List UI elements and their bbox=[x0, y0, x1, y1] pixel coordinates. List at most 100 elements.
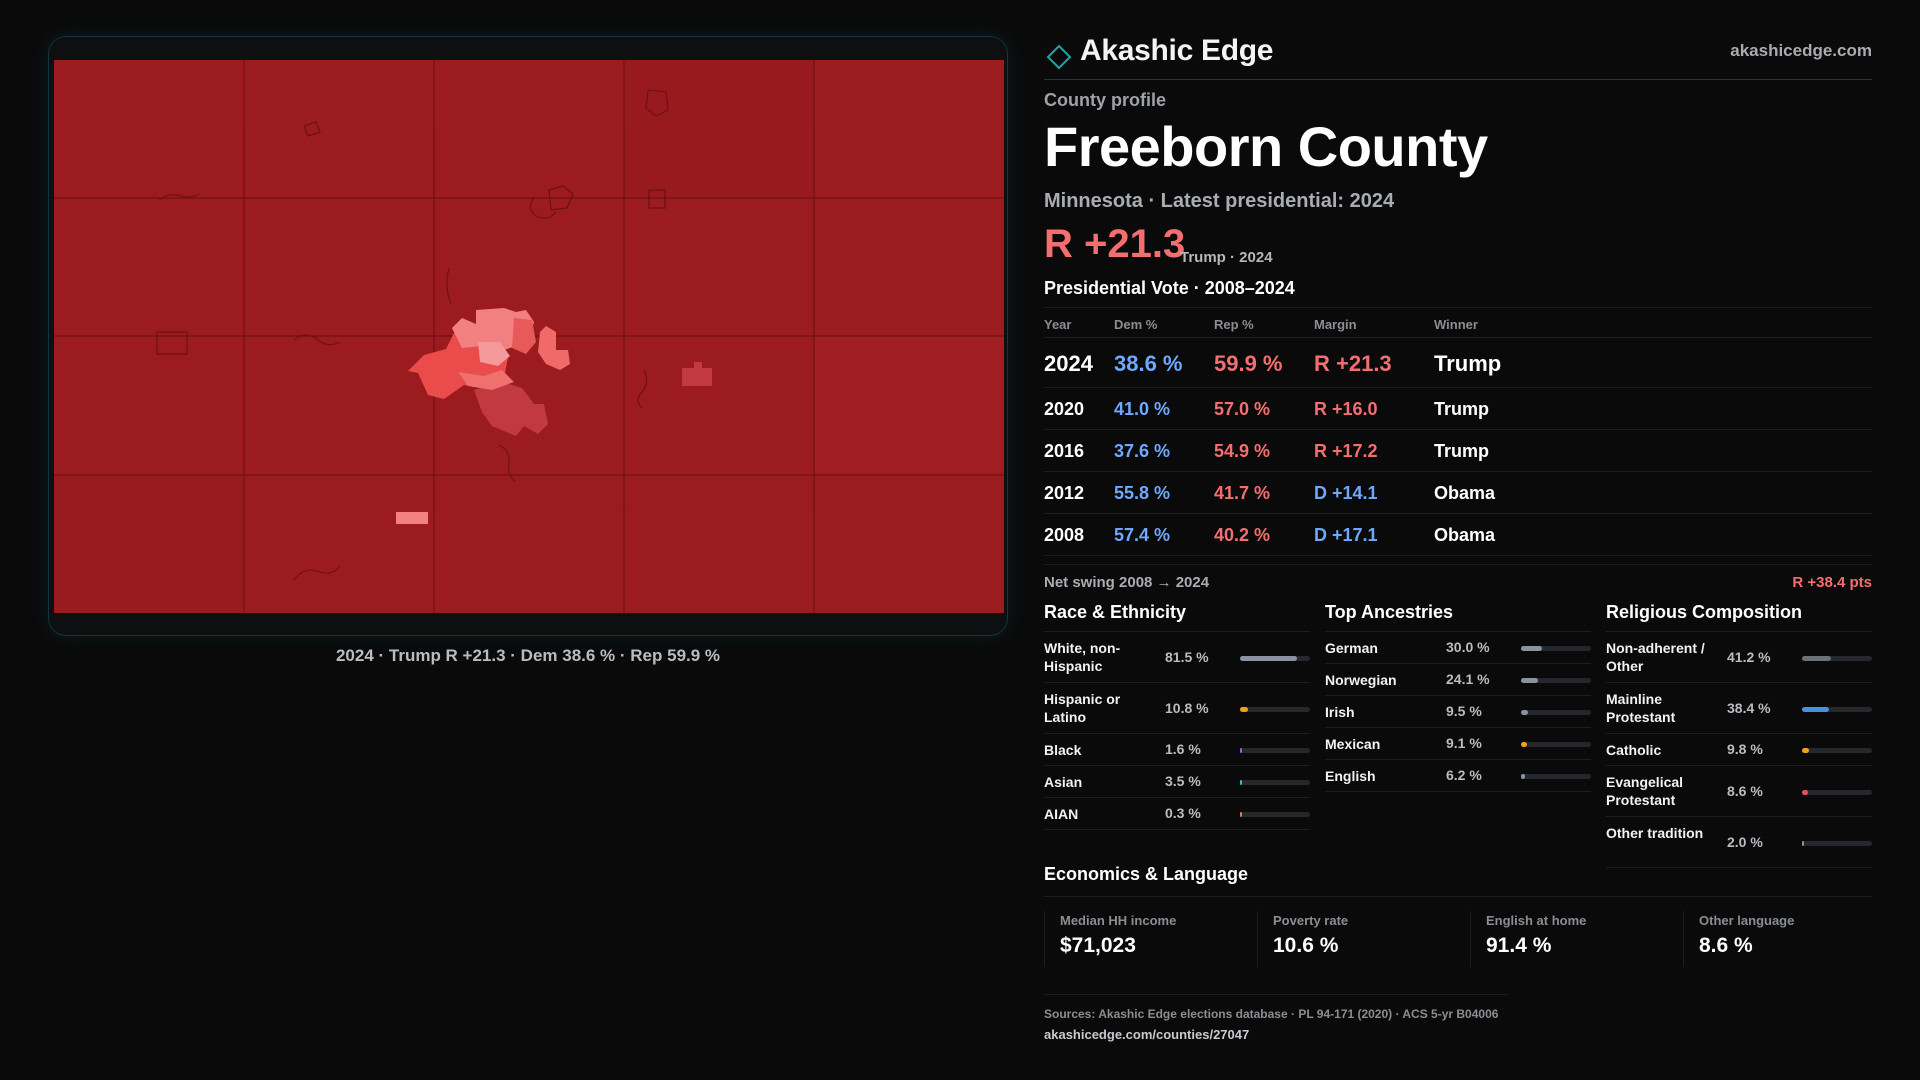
vote-winner: Obama bbox=[1434, 483, 1496, 503]
econ-stat-value: 8.6 % bbox=[1699, 934, 1753, 957]
map-precinct-outline-nw bbox=[303, 121, 321, 137]
net-swing-label: Net swing 2008 → 2024 bbox=[1044, 574, 1210, 591]
map-city-albert-lea[interactable] bbox=[408, 308, 570, 436]
map-precinct-northeast[interactable] bbox=[624, 60, 814, 198]
col-header-winner: Winner bbox=[1434, 317, 1478, 332]
religion-row: Other tradition 2.0 % bbox=[1606, 817, 1872, 868]
ancestry-row: Mexican 9.1 % bbox=[1325, 728, 1591, 760]
race-row: Black 1.6 % bbox=[1044, 734, 1310, 766]
brand-header: Akashic Edge akashicedge.com bbox=[1044, 34, 1872, 80]
county-map-panel[interactable] bbox=[48, 36, 1008, 636]
vote-margin: R +17.2 bbox=[1314, 441, 1378, 461]
ancestry-bar bbox=[1521, 742, 1591, 747]
race-bar-fill bbox=[1240, 812, 1242, 817]
brand-url-link[interactable]: akashicedge.com bbox=[1730, 41, 1872, 60]
race-pct: 3.5 % bbox=[1165, 773, 1201, 789]
county-map[interactable] bbox=[54, 60, 1004, 613]
map-precinct-southwest[interactable] bbox=[54, 475, 244, 613]
ancestry-label: English bbox=[1325, 768, 1376, 784]
vote-rep-pct: 40.2 % bbox=[1214, 525, 1271, 545]
religion-bar bbox=[1802, 707, 1872, 712]
ancestry-bar bbox=[1521, 774, 1591, 779]
race-bar-fill bbox=[1240, 707, 1248, 712]
religion-pct: 41.2 % bbox=[1727, 649, 1771, 665]
ancestry-list: German 30.0 % Norwegian 24.1 % Irish 9.5 % Mex… bbox=[1325, 632, 1591, 792]
ancestry-label: Mexican bbox=[1325, 736, 1381, 752]
map-town-east[interactable] bbox=[682, 362, 712, 386]
vote-rep-pct: 59.9 % bbox=[1214, 351, 1283, 376]
net-swing-row: Net swing 2008 → 2024 R +38.4 pts bbox=[1044, 564, 1872, 594]
headline-margin-note: Trump · 2024 bbox=[1180, 249, 1273, 266]
religion-row: Mainline Protestant 38.4 % bbox=[1606, 683, 1872, 734]
race-label: White, non-Hispanic bbox=[1044, 640, 1121, 674]
ancestry-label: Norwegian bbox=[1325, 672, 1397, 688]
race-row: White, non-Hispanic 81.5 % bbox=[1044, 632, 1310, 683]
vote-dem-pct: 57.4 % bbox=[1114, 525, 1171, 545]
sources-url-link[interactable]: akashicedge.com/counties/27047 bbox=[1044, 1027, 1250, 1042]
map-precinct-outline-ne bbox=[645, 89, 669, 117]
map-precinct-box-west bbox=[156, 331, 188, 355]
religion-bar bbox=[1802, 790, 1872, 795]
map-town-south[interactable] bbox=[396, 512, 428, 524]
vote-rep-pct: 41.7 % bbox=[1214, 483, 1271, 503]
vote-dem-pct: 41.0 % bbox=[1114, 399, 1171, 419]
religion-section: Religious Composition Non-adherent / Oth… bbox=[1606, 602, 1872, 868]
page-title: Freeborn County bbox=[1044, 115, 1488, 178]
race-bar bbox=[1240, 656, 1310, 661]
econ-stats-row: Median HH income $71,023 Poverty rate 10.6 … bbox=[1044, 896, 1872, 970]
vote-row[interactable]: 2016 37.6 % 54.9 % R +17.2 Trump bbox=[1044, 430, 1872, 472]
religion-list: Non-adherent / Other 41.2 % Mainline Prote… bbox=[1606, 632, 1872, 868]
ancestry-pct: 9.1 % bbox=[1446, 735, 1482, 751]
ancestry-row: Irish 9.5 % bbox=[1325, 696, 1591, 728]
vote-section-title: Presidential Vote · 2008–2024 bbox=[1044, 278, 1295, 298]
ancestry-bar-fill bbox=[1521, 774, 1526, 779]
county-profile-panel: Akashic Edge akashicedge.com County prof… bbox=[1044, 0, 1872, 1080]
map-caption: 2024 · Trump R +21.3 · Dem 38.6 % · Rep … bbox=[335, 646, 721, 665]
religion-label: Non-adherent / Other bbox=[1606, 640, 1705, 674]
ancestry-pct: 30.0 % bbox=[1446, 639, 1490, 655]
race-bar-fill bbox=[1240, 656, 1298, 661]
race-bar bbox=[1240, 812, 1310, 817]
county-subline: Minnesota · Latest presidential: 2024 bbox=[1044, 190, 1395, 212]
econ-stat-value: 91.4 % bbox=[1486, 934, 1552, 957]
race-label: Hispanic or Latino bbox=[1044, 691, 1121, 725]
ancestry-bar bbox=[1521, 710, 1591, 715]
race-bar-fill bbox=[1240, 780, 1243, 785]
vote-row[interactable]: 2012 55.8 % 41.7 % D +14.1 Obama bbox=[1044, 472, 1872, 514]
religion-pct: 8.6 % bbox=[1727, 783, 1763, 799]
econ-stat-label: Other language bbox=[1699, 913, 1795, 928]
race-list: White, non-Hispanic 81.5 % Hispanic or Lat… bbox=[1044, 632, 1310, 830]
religion-section-title: Religious Composition bbox=[1606, 602, 1872, 632]
ancestry-label: German bbox=[1325, 640, 1378, 656]
vote-row[interactable]: 2008 57.4 % 40.2 % D +17.1 Obama bbox=[1044, 514, 1872, 556]
ancestry-row: English 6.2 % bbox=[1325, 760, 1591, 792]
ancestry-bar-fill bbox=[1521, 742, 1528, 747]
ancestry-row: Norwegian 24.1 % bbox=[1325, 664, 1591, 696]
col-header-rep: Rep % bbox=[1214, 317, 1254, 332]
vote-table-header: Year Dem % Rep % Margin Winner bbox=[1044, 307, 1872, 338]
map-precinct-east[interactable] bbox=[814, 336, 1004, 472]
vote-margin: D +14.1 bbox=[1314, 483, 1378, 503]
race-bar bbox=[1240, 780, 1310, 785]
religion-bar-fill bbox=[1802, 707, 1829, 712]
vote-year: 2020 bbox=[1044, 399, 1085, 419]
race-ethnicity-section: Race & Ethnicity White, non-Hispanic 81.5… bbox=[1044, 602, 1310, 830]
econ-stat-label: Median HH income bbox=[1060, 913, 1177, 928]
race-section-title: Race & Ethnicity bbox=[1044, 602, 1310, 632]
econ-stat-label: Poverty rate bbox=[1273, 913, 1349, 928]
headline-margin: R +21.3 bbox=[1044, 222, 1186, 266]
vote-year: 2016 bbox=[1044, 441, 1085, 461]
brand-name[interactable]: Akashic Edge bbox=[1080, 34, 1274, 67]
ancestry-pct: 24.1 % bbox=[1446, 671, 1490, 687]
vote-row[interactable]: 2024 38.6 % 59.9 % R +21.3 Trump bbox=[1044, 338, 1872, 388]
econ-stat: Other language 8.6 % bbox=[1683, 911, 1895, 967]
ancestry-bar bbox=[1521, 646, 1591, 651]
race-bar bbox=[1240, 707, 1310, 712]
religion-bar-fill bbox=[1802, 656, 1831, 661]
diamond-outline-icon bbox=[1046, 44, 1072, 70]
religion-bar bbox=[1802, 656, 1872, 661]
net-swing-value: R +38.4 pts bbox=[1792, 574, 1872, 591]
vote-row[interactable]: 2020 41.0 % 57.0 % R +16.0 Trump bbox=[1044, 388, 1872, 430]
race-row: Hispanic or Latino 10.8 % bbox=[1044, 683, 1310, 734]
econ-stat: Poverty rate 10.6 % bbox=[1257, 911, 1469, 967]
